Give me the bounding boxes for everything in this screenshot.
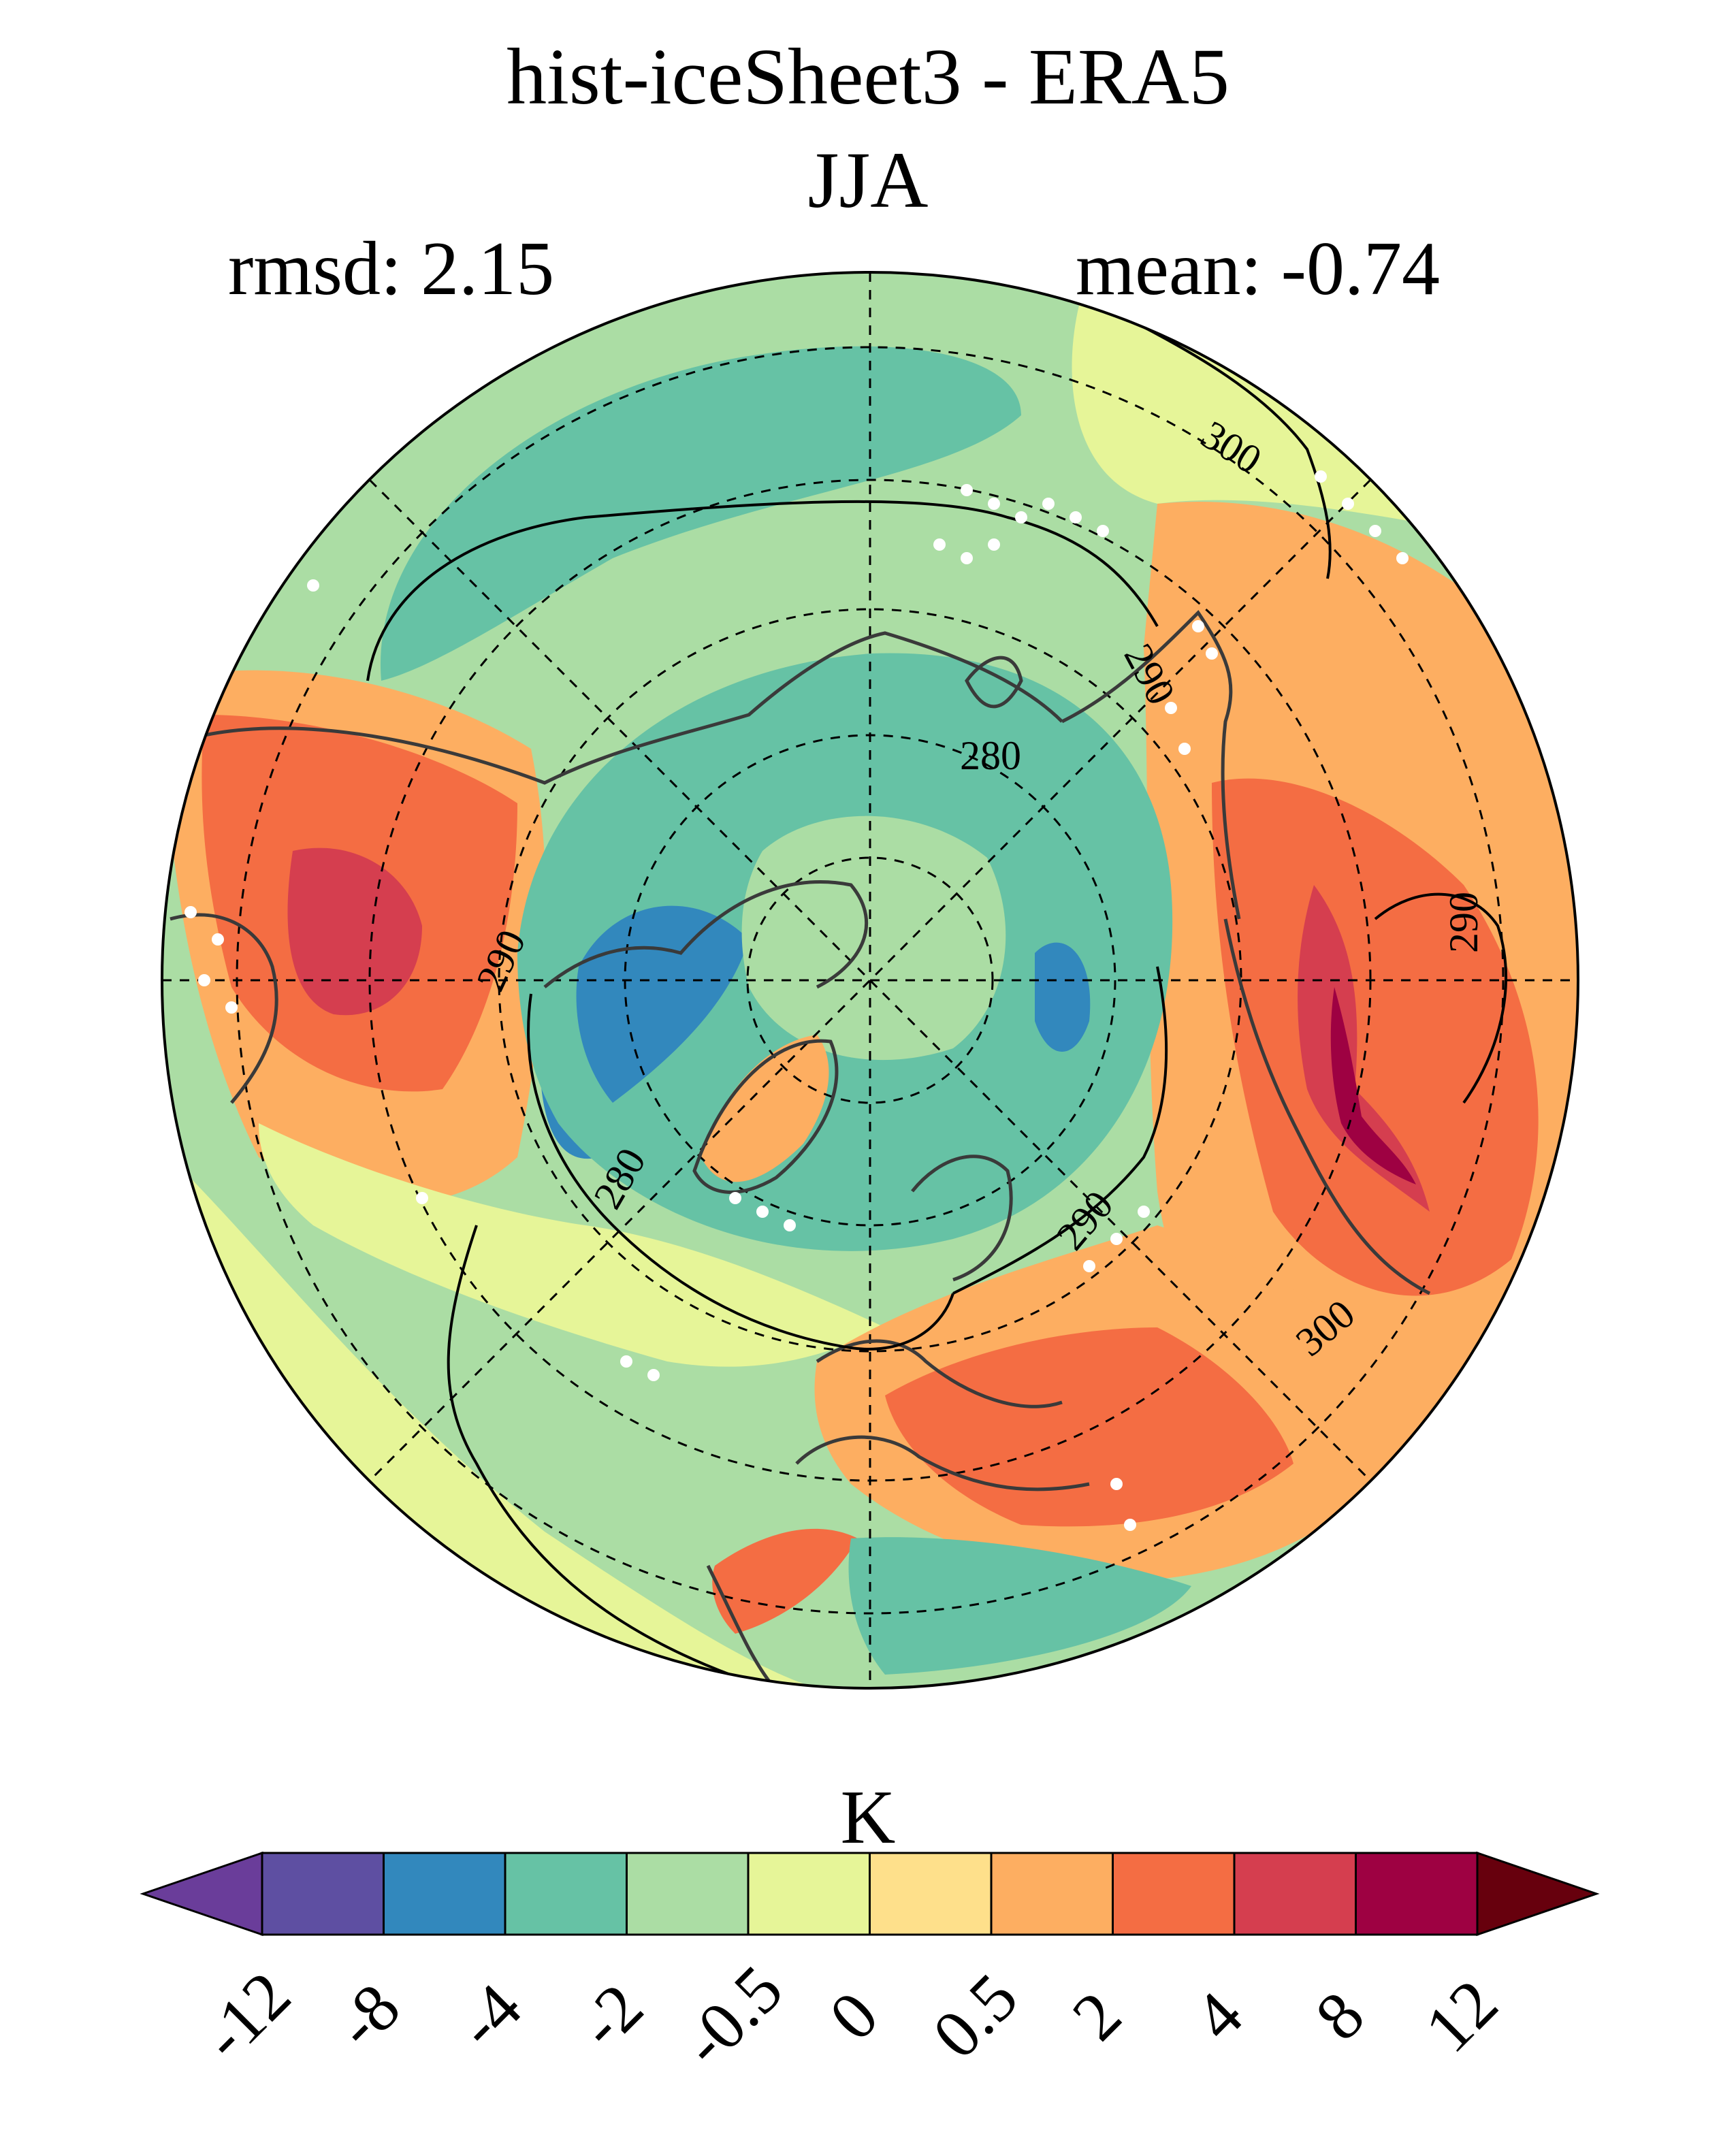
contour-label-280-top: 280 [960, 733, 1021, 778]
colorbar-tick-label: 12 [1411, 1965, 1512, 2067]
coastlines [170, 610, 1431, 1683]
figure-subtitle: JJA [807, 135, 929, 225]
colorbar-tick-label: -12 [187, 1957, 305, 2075]
rockies-very-hot [1298, 885, 1430, 1212]
north-america-hot [1212, 778, 1539, 1296]
colorbar-tick-label: -4 [443, 1969, 536, 2063]
north-pole-light [741, 816, 1006, 1061]
mean-label: mean: -0.74 [1076, 227, 1440, 311]
asia-very-hot [287, 848, 422, 1016]
climatology-contours [366, 312, 1507, 1683]
significance-dots [184, 470, 1409, 1531]
pacific-teal-region [380, 346, 1021, 681]
colorbar-swatch [383, 1852, 507, 1936]
europe-hot [885, 1327, 1293, 1527]
colorbar-swatch [869, 1852, 993, 1936]
colorbar-swatch [504, 1852, 628, 1936]
colorbar-tick-label: -0.5 [667, 1951, 797, 2080]
rockies-extreme [1330, 987, 1416, 1184]
colorbar-tick-label: 8 [1301, 1977, 1379, 2054]
colorbar-tick-label: 4 [1179, 1977, 1257, 2054]
arctic-cold-patches [576, 905, 749, 1103]
colorbar-unit-label: K [840, 1775, 896, 1860]
colorbar-swatch [261, 1852, 385, 1936]
colorbar-tick-label: 0.5 [918, 1959, 1032, 2073]
colorbar-tick-label: 2 [1058, 1977, 1136, 2054]
colorbar-swatch [1233, 1852, 1357, 1936]
colorbar-over-triangle [1476, 1851, 1600, 1937]
colorbar-swatch [747, 1852, 871, 1936]
colorbar-swatch [1112, 1852, 1236, 1936]
colorbar-swatch [626, 1852, 750, 1936]
rmsd-label: rmsd: 2.15 [228, 227, 555, 311]
colorbar-tick-label: -8 [321, 1969, 414, 2063]
map-outline [161, 271, 1579, 1690]
colorbar-tick-label: 0 [815, 1977, 893, 2054]
figure-title: hist-iceSheet3 - ERA5 [507, 32, 1229, 121]
atlantic-yellow [259, 1123, 885, 1367]
colorbar-tick-label: -2 [564, 1969, 657, 2063]
canada-cold-patch [1035, 942, 1091, 1052]
colorbar-under-triangle [140, 1851, 263, 1937]
greenland-warm [701, 1035, 829, 1182]
north-africa-teal [848, 1537, 1191, 1675]
colorbar-swatch [1355, 1852, 1479, 1936]
colorbar: -12 -8 -4 -2 -0.5 0 0.5 2 4 8 12 [140, 1851, 1600, 2081]
north-africa-hot [712, 1528, 858, 1634]
colorbar-swatch [990, 1852, 1114, 1936]
contour-label-290-right: 290 [1441, 892, 1486, 953]
